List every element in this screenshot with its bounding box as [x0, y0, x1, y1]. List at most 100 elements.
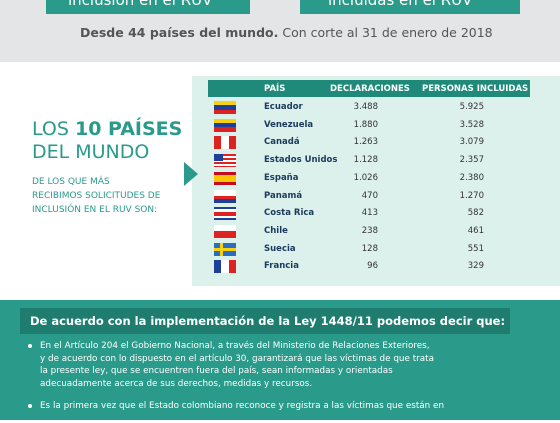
flag-stripe — [228, 260, 236, 274]
country: España — [264, 172, 299, 183]
declarations: 96 — [367, 261, 378, 272]
flag-stripe — [214, 196, 236, 200]
country: Suecia — [264, 243, 296, 254]
flag-stripe — [221, 136, 229, 150]
flag-icon — [214, 224, 236, 238]
declarations: 238 — [361, 225, 378, 236]
subtitle-line: RECIBIMOS SOLICITUDES DE — [32, 191, 161, 201]
top-band: inclusión en el RUV incluidas en el RUV … — [0, 0, 560, 62]
table-bg — [192, 76, 560, 286]
flag-stripe — [214, 209, 236, 212]
bullet-line: adecuadamente acerca de sus derechos, me… — [40, 378, 313, 389]
flag-stripe — [214, 231, 236, 238]
bullet-dot — [28, 344, 32, 348]
column-header: DECLARACIONES — [330, 84, 410, 94]
note-bold: Desde 44 países del mundo. — [80, 25, 279, 40]
bullet-line: En el Artículo 204 el Gobierno Nacional,… — [40, 341, 430, 351]
flag-icon — [214, 189, 236, 203]
flag-stripe — [214, 136, 222, 150]
flag-stripe — [214, 105, 236, 110]
flag-icon — [214, 171, 236, 185]
people-included: 2.357 — [459, 155, 484, 166]
box: inclusión en el RUV — [46, 0, 250, 14]
people-included: 2.380 — [459, 172, 484, 183]
flag-stripe — [214, 175, 236, 179]
country: Venezuela — [264, 119, 314, 130]
flag-icon — [214, 260, 236, 274]
people-included: 551 — [467, 243, 484, 254]
country: Panamá — [264, 190, 303, 201]
people-included: 3.079 — [459, 137, 484, 148]
flag-part — [214, 247, 236, 251]
flag-stripe — [214, 207, 236, 210]
title: LOS — [32, 118, 69, 140]
flag-icon — [214, 207, 236, 221]
subtitle: DE LOS QUE MÁS RECIBIMOS SOLICITUDES DE IN… — [32, 175, 160, 217]
country: Francia — [264, 261, 299, 272]
table-header — [208, 80, 530, 97]
people-included: 461 — [467, 225, 484, 236]
column-header: PAÍS — [264, 84, 286, 94]
flag-stripe — [214, 218, 236, 221]
declarations: 1.026 — [353, 172, 378, 183]
declarations: 1.263 — [353, 137, 378, 148]
country: Costa Rica — [264, 208, 315, 219]
bullet: Es la primera vez que el Estado colombia… — [28, 400, 540, 413]
flag-stripe — [214, 189, 236, 193]
declarations: 1.880 — [353, 119, 378, 130]
flag-icon — [214, 136, 236, 150]
note-text: Con corte al 31 de enero de 2018 — [282, 25, 493, 40]
law-heading-bar: De acuerdo con la implementación de la L… — [20, 308, 510, 334]
title: DEL MUNDO — [32, 141, 150, 163]
flag-stripe — [214, 213, 236, 216]
table: PAÍS DECLARACIONES PERSONAS INCLUIDAS Ecuad… — [214, 84, 529, 274]
arrow — [184, 162, 198, 186]
flag-stripe — [214, 211, 236, 214]
bullet-dot — [28, 404, 32, 408]
bullet: En el Artículo 204 el Gobierno Nacional,… — [28, 340, 540, 390]
people-included: 1.270 — [459, 190, 484, 201]
flag-icon — [214, 242, 236, 256]
people-included: 5.925 — [459, 102, 484, 112]
country: Ecuador — [264, 102, 303, 112]
column-header: PERSONAS INCLUIDAS — [422, 84, 529, 94]
law-heading: De acuerdo con la implementación de la L… — [30, 314, 506, 328]
flag-stripe — [214, 224, 236, 232]
subtitle-line: DE LOS QUE MÁS — [32, 177, 110, 187]
title-bold: 10 PAÍSES — [74, 118, 183, 140]
law-section: De acuerdo con la implementación de la L… — [0, 300, 560, 420]
flag-icon — [214, 101, 236, 114]
bullets: En el Artículo 204 el Gobierno Nacional,… — [28, 340, 540, 423]
bullet-line: Es la primera vez que el Estado colombia… — [40, 401, 445, 411]
flag-stripe — [214, 215, 236, 219]
flag-part — [214, 154, 223, 162]
flag-icon — [214, 154, 236, 168]
subtitle-line: INCLUSIÓN EN EL RUV SON: — [32, 205, 158, 215]
flag-stripe — [228, 136, 236, 150]
flag-stripe — [214, 260, 222, 274]
declarations: 413 — [361, 208, 378, 219]
flag-stripe — [214, 178, 236, 182]
box-text: incluidas en el RUV — [328, 0, 473, 9]
flag-stripe — [214, 109, 236, 114]
flag-stripe — [214, 171, 236, 176]
box-text: inclusión en el RUV — [68, 0, 213, 9]
declarations: 1.128 — [353, 155, 378, 166]
flag-stripe — [214, 127, 236, 132]
declarations: 128 — [361, 243, 378, 254]
flag-stripe — [214, 101, 236, 106]
bullet-line: la presente ley, que se encuentren fuera… — [40, 366, 393, 376]
country: Canadá — [264, 137, 300, 148]
side-title: LOS 10 PAÍSES DEL MUNDO — [32, 118, 182, 164]
flag-stripe — [214, 123, 236, 128]
declarations: 3.488 — [353, 102, 378, 112]
flag-stripe — [214, 192, 236, 196]
flag-stripe — [214, 118, 236, 124]
box: incluidas en el RUV — [300, 0, 520, 14]
flag-icon — [214, 118, 236, 132]
flag-stripe — [221, 260, 229, 274]
note: Desde 44 países del mundo. Con corte al … — [80, 25, 493, 40]
declarations: 470 — [361, 190, 378, 201]
people-included: 582 — [467, 208, 484, 219]
